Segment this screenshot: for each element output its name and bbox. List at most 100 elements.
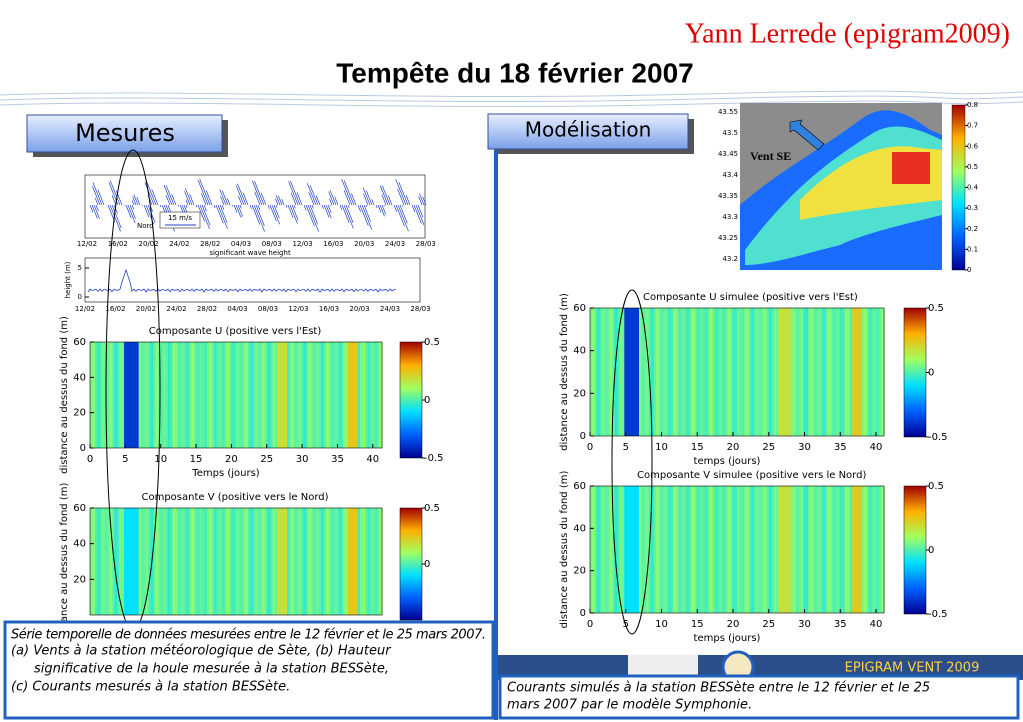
heatmap-cell xyxy=(316,508,320,615)
heatmap-cell xyxy=(844,308,848,436)
heatmap-cell xyxy=(294,342,298,448)
caption-text: mars 2007 par le modèle Symphonie. xyxy=(507,698,752,713)
heatmap-cell xyxy=(739,308,743,436)
heatmap-cell xyxy=(822,486,826,613)
x-tick-label: 10 xyxy=(154,454,167,465)
colorbar-label: 0 xyxy=(967,266,971,274)
heatmap-cell xyxy=(175,342,179,448)
heatmap-cell xyxy=(761,486,765,613)
x-tick-label: 40 xyxy=(366,454,379,465)
date-label: 16/02 xyxy=(108,240,128,248)
heatmap-cell xyxy=(99,342,103,448)
heatmap-cell xyxy=(788,486,792,613)
heatmap-cell xyxy=(163,508,167,615)
heatmap-cell xyxy=(267,342,271,448)
heatmap-cell xyxy=(107,342,111,448)
heatmap-cell xyxy=(641,486,645,613)
x-tick-label: 25 xyxy=(762,619,775,630)
heatmap-cell xyxy=(345,508,349,615)
heatmap-cell xyxy=(800,486,804,613)
heatmap-cell xyxy=(751,308,755,436)
date-label: 20/03 xyxy=(349,305,369,313)
heatmap-cell xyxy=(670,486,674,613)
heatmap-cell xyxy=(182,508,186,615)
heatmap-cell xyxy=(788,308,792,436)
heatmap-cell xyxy=(842,308,846,436)
heatmap-cell xyxy=(810,308,814,436)
heatmap-cell xyxy=(145,508,149,615)
date-label: 08/03 xyxy=(258,305,278,313)
heatmap-cell xyxy=(109,508,113,615)
heatmap-cell xyxy=(871,486,875,613)
x-tick-label: 15 xyxy=(190,454,203,465)
heatmap-cell xyxy=(626,308,630,436)
heatmap-cell xyxy=(812,308,816,436)
heatmap-cell xyxy=(172,508,176,615)
heatmap-cell xyxy=(313,342,317,448)
heatmap-cell xyxy=(296,342,300,448)
heatmap-cell xyxy=(299,508,303,615)
heatmap-cell xyxy=(99,508,103,615)
heatmap-cell xyxy=(832,486,836,613)
heatmap-cell xyxy=(643,486,647,613)
colorbar-label: 0.1 xyxy=(967,245,978,253)
lat-label: 43.4 xyxy=(722,171,738,179)
heatmap-cell xyxy=(245,342,249,448)
colorbar-label: -0.5 xyxy=(424,453,444,464)
heatmap-cell xyxy=(284,508,288,615)
heatmap-cell xyxy=(695,308,699,436)
heatmap-cell xyxy=(209,508,213,615)
heatmap-cell xyxy=(688,308,692,436)
heatmap-cell xyxy=(634,486,638,613)
heatmap-cell xyxy=(145,342,149,448)
heatmap-cell xyxy=(180,508,184,615)
lat-label: 43.2 xyxy=(722,255,738,263)
x-tick-label: 30 xyxy=(798,619,811,630)
x-tick-label: 0 xyxy=(587,619,593,630)
heatmap-cell xyxy=(817,486,821,613)
heatmap-cell xyxy=(362,342,366,448)
heatmap-cell xyxy=(874,308,878,436)
heatmap-cell xyxy=(136,508,140,615)
x-axis-label: temps (jours) xyxy=(694,633,761,644)
caption: significant wave height xyxy=(209,249,291,257)
heatmap-cell xyxy=(138,508,142,615)
heatmap-cell xyxy=(825,486,829,613)
heatmap-cell xyxy=(138,342,142,448)
date-label: 28/02 xyxy=(197,305,217,313)
heatmap-cell xyxy=(240,342,244,448)
heatmap-cell xyxy=(192,342,196,448)
heatmap-cell xyxy=(869,486,873,613)
heatmap-cell xyxy=(756,308,760,436)
heatmap-cell xyxy=(663,486,667,613)
heatmap-cell xyxy=(749,308,753,436)
heatmap-cell xyxy=(864,486,868,613)
x-tick-label: 20 xyxy=(225,454,238,465)
heatmap-cell xyxy=(333,508,337,615)
date-label: 24/02 xyxy=(166,305,186,313)
heatmap-cell xyxy=(223,508,227,615)
heatmap-cell xyxy=(776,308,780,436)
heatmap-cell xyxy=(717,486,721,613)
heatmap-cell xyxy=(705,308,709,436)
heatmap-cell xyxy=(668,486,672,613)
heatmap-cell xyxy=(355,342,359,448)
heatmap-cell xyxy=(326,508,330,615)
caption-text: Courants simulés à la station BESSète en… xyxy=(507,681,930,696)
plot-frame xyxy=(89,507,383,616)
wave-line xyxy=(87,268,397,293)
heatmap-cell xyxy=(175,508,179,615)
heatmap-cell xyxy=(722,486,726,613)
heatmap-cell xyxy=(199,342,203,448)
heatmap-cell xyxy=(165,508,169,615)
x-tick-label: 40 xyxy=(870,442,883,453)
heatmap-cell xyxy=(746,308,750,436)
heatmap-cell xyxy=(182,342,186,448)
heatmap-cell xyxy=(180,342,184,448)
y-tick-label: 20 xyxy=(73,574,86,585)
heatmap-cell xyxy=(299,342,303,448)
colorbar-label: 0.5 xyxy=(424,337,440,348)
heatmap-cell xyxy=(717,308,721,436)
heatmap-cell xyxy=(783,486,787,613)
heatmap-cell xyxy=(197,342,201,448)
